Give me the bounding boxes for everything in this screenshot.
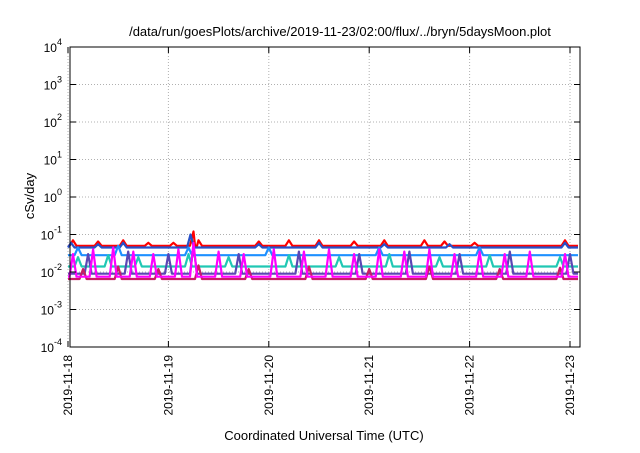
y-tick-label: 10-3 (41, 300, 62, 318)
tick-layer: 10-4 10-3 10-2 10-1 100 101 102 103 104 2019-11-1… (41, 37, 580, 416)
series-line (68, 264, 578, 281)
x-tick-label: 2019-11-23 (563, 355, 577, 416)
chart-title: /data/run/goesPlots/archive/2019-11-23/0… (129, 24, 551, 39)
y-tick-label: 102 (44, 112, 62, 130)
y-tick-label: 103 (44, 75, 62, 93)
x-tick-label: 2019-11-19 (161, 355, 175, 416)
y-tick-label: 104 (44, 37, 62, 55)
x-tick-label: 2019-11-20 (262, 355, 276, 416)
series-line (68, 241, 578, 278)
series-line (67, 233, 578, 249)
y-tick-label: 10-4 (41, 337, 62, 355)
y-axis-label: cSv/day (22, 172, 37, 219)
series-layer (67, 230, 578, 281)
y-tick-label: 100 (44, 187, 62, 205)
x-tick-label: 2019-11-21 (362, 355, 376, 416)
y-tick-label: 10-2 (41, 262, 62, 280)
x-tick-label: 2019-11-18 (61, 355, 75, 416)
series-line (68, 230, 578, 247)
grid-layer (67, 47, 580, 347)
x-tick-label: 2019-11-22 (463, 355, 477, 416)
y-tick-label: 101 (44, 150, 62, 168)
y-tick-label: 10-1 (41, 225, 62, 243)
x-axis-label: Coordinated Universal Time (UTC) (224, 428, 423, 443)
